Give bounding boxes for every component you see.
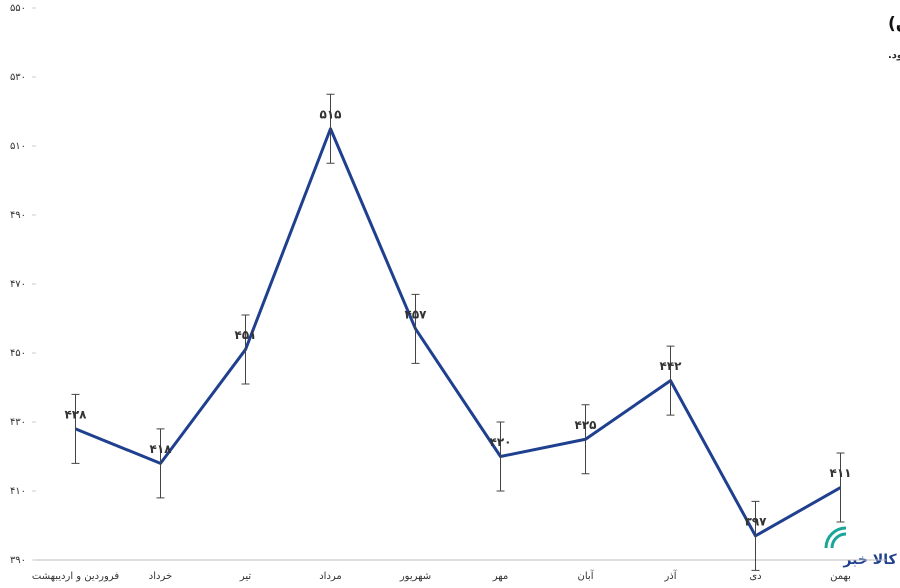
chart-title: تغییرات متوسط قیمت سیمان تیپ ۲ از ابتدای…: [888, 14, 900, 34]
chart-subtitle: * دلیل اوج گیری قیمت سیمان در دو ماه مرد…: [888, 48, 900, 61]
line: [74, 127, 842, 538]
data-label: ۴۴۲: [660, 359, 683, 373]
y-tick-label: ۵۵۰: [10, 3, 26, 14]
y-tick-label: ۴۵۰: [10, 348, 26, 359]
x-tick-label: شهریور: [399, 571, 431, 582]
y-tick-label: ۴۷۰: [10, 279, 26, 290]
y-tick-label: ۵۱۰: [10, 141, 26, 152]
y-tick-label: ۴۹۰: [10, 210, 26, 221]
x-tick-label: مرداد: [319, 571, 342, 582]
data-label: ۴۲۵: [575, 418, 597, 432]
error-bar: [666, 345, 675, 416]
x-tick-label: دی: [749, 571, 761, 582]
error-bar: [581, 404, 590, 475]
x-tick-label: آبان: [578, 569, 595, 582]
x-tick-label: مهر: [492, 571, 508, 582]
error-bar: [71, 393, 80, 464]
error-bar: [496, 421, 505, 492]
data-label: ۴۵۱: [235, 328, 257, 342]
y-tick-label: ۳۹۰: [10, 555, 26, 566]
error-bar: [156, 428, 165, 499]
data-label: ۳۹۷: [745, 514, 768, 528]
logo-icon: [824, 526, 847, 549]
x-tick-label: بهمن: [830, 571, 851, 582]
error-bar: [241, 314, 250, 385]
error-bar: [326, 93, 335, 164]
y-tick-label: ۴۳۰: [10, 417, 26, 428]
x-tick-label: فروردین و اردیبهشت: [32, 571, 119, 582]
x-tick-label: تیر: [239, 571, 252, 582]
error-bar: [751, 500, 760, 571]
error-bar: [836, 452, 845, 523]
data-label: ۴۱۸: [150, 442, 173, 456]
data-label: ۴۵۷: [405, 307, 428, 321]
error-bar: [411, 293, 420, 364]
y-tick-label: ۴۱۰: [10, 486, 26, 497]
data-label: ۵۱۵: [320, 107, 342, 121]
logo: کالا خبر: [824, 526, 897, 568]
x-tick-label: آذر: [663, 569, 677, 582]
data-label: ۴۱۱: [830, 466, 852, 480]
data-label: ۴۲۰: [490, 435, 512, 449]
y-tick-label: ۵۳۰: [10, 72, 26, 83]
x-tick-label: خرداد: [149, 571, 172, 582]
data-label: ۴۲۸: [65, 407, 88, 421]
